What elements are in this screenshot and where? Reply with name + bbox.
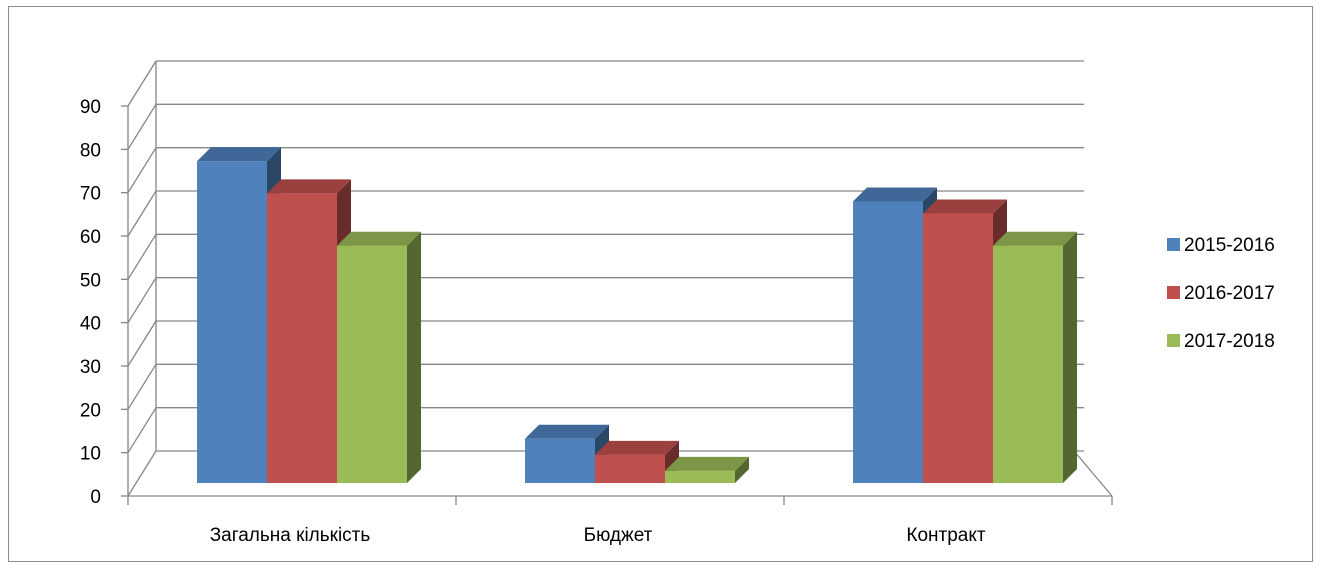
side-wall-gridline xyxy=(127,103,157,150)
legend-swatch xyxy=(1167,238,1180,251)
side-wall-gridline xyxy=(127,60,157,107)
bar-chart: 0 10 20 30 40 50 60 70 80 90 Загальна кількість Бю… xyxy=(80,60,1275,546)
legend-entry-label: 2015-2016 xyxy=(1184,235,1275,256)
x-axis-category-labels: Загальна кількість Бюджет Контракт xyxy=(210,525,986,546)
y-tick-label: 90 xyxy=(80,97,101,118)
bar-front-face xyxy=(525,438,595,483)
bar-front-face xyxy=(337,245,407,483)
bar-front-face xyxy=(197,161,267,483)
bar-front-face xyxy=(665,470,735,483)
side-wall-gridline xyxy=(127,147,157,194)
category-label: Бюджет xyxy=(584,525,653,546)
bar-top-face xyxy=(337,231,421,246)
legend-entry-label: 2016-2017 xyxy=(1184,283,1275,304)
bars xyxy=(197,147,1077,483)
legend-swatch xyxy=(1167,334,1180,347)
y-tick-label: 20 xyxy=(80,400,101,421)
y-tick-label: 10 xyxy=(80,444,101,465)
bar-front-face xyxy=(853,201,923,483)
bar-side-face xyxy=(407,231,421,483)
side-wall-gridline xyxy=(127,407,157,454)
side-wall-gridline xyxy=(127,450,157,497)
bar-top-face xyxy=(853,187,937,202)
bar-front-face xyxy=(923,213,993,483)
bar-top-face xyxy=(923,199,1007,214)
side-wall-gridline xyxy=(127,320,157,367)
chart-walls xyxy=(128,61,1113,497)
bar-2017-2018-Загальна кількість xyxy=(337,231,421,483)
bar-top-face xyxy=(525,424,609,439)
bar-side-face xyxy=(1063,231,1077,483)
y-tick-label: 40 xyxy=(80,314,101,335)
side-wall-gridline xyxy=(127,233,157,280)
legend-swatch xyxy=(1167,286,1180,299)
y-tick-label: 80 xyxy=(80,140,101,161)
bar-front-face xyxy=(993,245,1063,483)
bar-front-face xyxy=(267,193,337,483)
legend: 2015-2016 2016-2017 2017-2018 xyxy=(1167,235,1275,352)
legend-entry-label: 2017-2018 xyxy=(1184,331,1275,352)
bar-side-face xyxy=(735,456,749,483)
category-label: Загальна кількість xyxy=(210,525,371,546)
chart-frame: 0 10 20 30 40 50 60 70 80 90 Загальна кількість Бю… xyxy=(8,6,1313,562)
bar-2016-2017-Бюджет xyxy=(595,440,679,483)
bar-top-face xyxy=(267,179,351,194)
y-tick-label: 70 xyxy=(80,184,101,205)
side-wall-gridline xyxy=(127,277,157,324)
bar-2017-2018-Контракт xyxy=(993,231,1077,483)
floor-right-edge xyxy=(1073,450,1113,497)
y-tick-label: 0 xyxy=(90,487,101,508)
axes xyxy=(121,105,1113,505)
bar-top-face xyxy=(197,147,281,162)
y-tick-label: 50 xyxy=(80,270,101,291)
bar-top-face xyxy=(665,456,749,471)
y-axis-tick-labels: 0 10 20 30 40 50 60 70 80 90 xyxy=(80,97,101,508)
bar-top-face xyxy=(993,231,1077,246)
side-wall-gridline xyxy=(127,190,157,237)
bar-top-face xyxy=(595,440,679,455)
y-tick-label: 60 xyxy=(80,227,101,248)
side-wall-gridline xyxy=(127,363,157,410)
bar-front-face xyxy=(595,454,665,483)
y-tick-label: 30 xyxy=(80,357,101,378)
category-label: Контракт xyxy=(906,525,985,546)
bar-2017-2018-Бюджет xyxy=(665,456,749,483)
